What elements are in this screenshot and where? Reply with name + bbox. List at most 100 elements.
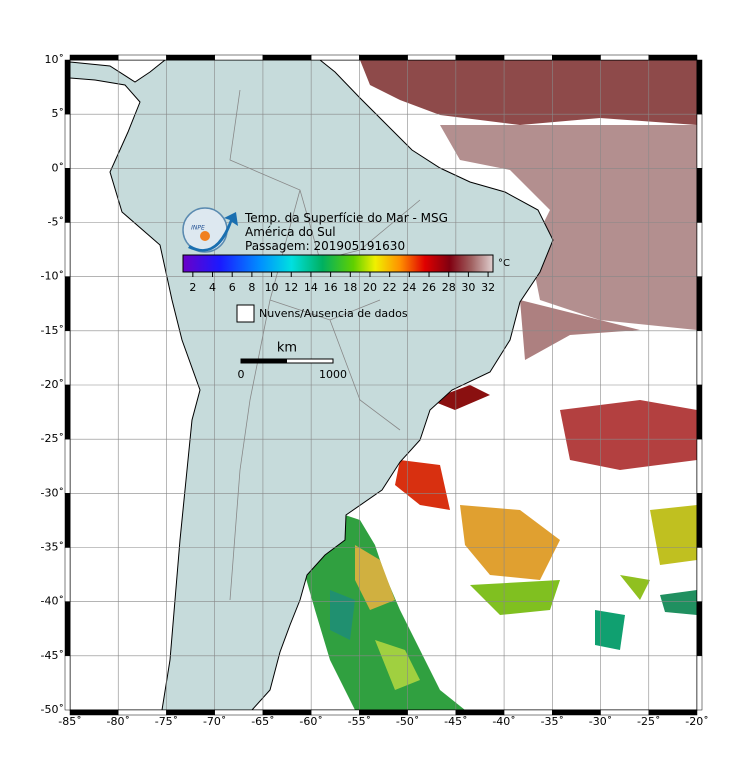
colorbar-tick-label: 32 xyxy=(481,281,495,294)
colorbar-tick-label: 22 xyxy=(383,281,397,294)
colorbar-tick-label: 14 xyxy=(304,281,318,294)
scale-label: 1000 xyxy=(319,368,347,381)
border-segment xyxy=(262,54,312,61)
border-segment xyxy=(64,113,71,169)
logo: INPE xyxy=(182,207,238,253)
border-segment xyxy=(64,493,71,548)
x-tick-label: -80˚ xyxy=(106,715,129,728)
border-segment xyxy=(64,330,71,386)
x-tick-label: -60˚ xyxy=(299,715,322,728)
graticule xyxy=(70,60,697,710)
border-segment xyxy=(64,384,71,440)
x-tick-label: -25˚ xyxy=(637,715,660,728)
scale-label: 0 xyxy=(238,368,245,381)
colorbar-tick-label: 26 xyxy=(422,281,436,294)
sst-patch xyxy=(355,545,395,610)
border-segment xyxy=(455,54,505,61)
y-tick-label: -25˚ xyxy=(41,432,64,445)
colorbar-tick-label: 30 xyxy=(461,281,475,294)
scale-unit: km xyxy=(277,341,297,356)
y-tick-label: 5˚ xyxy=(52,107,65,120)
border-segment xyxy=(696,330,703,386)
colorbar-tick-label: 20 xyxy=(363,281,377,294)
sst-patch xyxy=(620,575,650,600)
border-segment xyxy=(696,655,703,711)
logo-arrow xyxy=(188,212,238,252)
x-tick-label: -40˚ xyxy=(492,715,515,728)
logo-sun xyxy=(200,231,210,241)
border-segment xyxy=(696,547,703,602)
x-tick-label: -30˚ xyxy=(589,715,612,728)
x-tick-label: -85˚ xyxy=(58,715,81,728)
y-tick-label: -45˚ xyxy=(41,649,64,662)
y-tick-label: -40˚ xyxy=(41,595,64,608)
y-tick-label: 10˚ xyxy=(45,53,65,66)
border-segment xyxy=(552,54,601,61)
sst-patch xyxy=(470,580,560,615)
sst-patch xyxy=(560,400,697,470)
y-tick-label: -15˚ xyxy=(41,324,64,337)
x-tick-label: -55˚ xyxy=(348,715,371,728)
legend-label: Nuvens/Ausencia de dados xyxy=(259,307,408,320)
sst-patch xyxy=(520,300,640,360)
sst-patch xyxy=(595,610,625,650)
legend-swatch xyxy=(236,304,255,323)
border-segment xyxy=(696,384,703,440)
border-segment xyxy=(64,59,71,115)
border-segment xyxy=(696,276,703,332)
colorbar-tick-label: 4 xyxy=(209,281,216,294)
colorbar-tick-label: 18 xyxy=(343,281,357,294)
logo-globe xyxy=(182,207,228,253)
x-tick-label: -50˚ xyxy=(396,715,419,728)
border-segment xyxy=(64,438,71,494)
sst-patch xyxy=(660,590,697,615)
colorbar-tick-label: 24 xyxy=(402,281,416,294)
x-tick-label: -75˚ xyxy=(155,715,178,728)
colorbar-tick-label: 10 xyxy=(265,281,279,294)
sst-patch xyxy=(460,505,560,580)
border-segment xyxy=(69,54,119,61)
border-segment xyxy=(64,601,71,657)
border-segment xyxy=(64,276,71,332)
scale-bar-segment xyxy=(241,359,287,363)
colorbar-tick-label: 6 xyxy=(229,281,236,294)
sst-patch xyxy=(305,515,465,710)
border-segment xyxy=(407,54,457,61)
border-segment xyxy=(64,655,71,711)
border-segment xyxy=(696,59,703,115)
sst-patch xyxy=(395,460,450,510)
axes: -85˚ -80˚ -75˚ -70˚ -65˚ -60˚ -55˚ -50˚ -45˚ -40˚… xyxy=(41,53,709,728)
border-segment xyxy=(503,54,553,61)
title-line: Passagem: 201905191630 xyxy=(245,239,405,253)
colorbar-ramp xyxy=(182,254,494,273)
border-segment xyxy=(359,54,408,61)
border-segment xyxy=(117,54,167,61)
x-tick-label: -65˚ xyxy=(251,715,274,728)
sst-patch xyxy=(330,590,355,640)
border-segment xyxy=(64,168,71,223)
title-line: América do Sul xyxy=(245,225,336,239)
colorbar-unit: °C xyxy=(498,258,510,269)
sst-patch xyxy=(430,385,490,410)
colorbar-tick-label: 2 xyxy=(189,281,196,294)
logo-text: INPE xyxy=(191,225,205,232)
y-tick-label: -35˚ xyxy=(41,541,64,554)
colorbar-tick-label: 8 xyxy=(248,281,255,294)
x-tick-label: -35˚ xyxy=(541,715,564,728)
colorbar-tick-label: 16 xyxy=(324,281,338,294)
x-tick-label: -20˚ xyxy=(685,715,708,728)
borders xyxy=(229,89,421,601)
border-segment xyxy=(648,709,698,716)
border-segment xyxy=(696,601,703,657)
y-tick-label: -30˚ xyxy=(41,486,64,499)
border-segment xyxy=(64,222,71,277)
sst-patch xyxy=(360,60,697,125)
y-tick-label: -20˚ xyxy=(41,378,64,391)
sst-patch xyxy=(650,505,697,565)
colorbar-tick-label: 12 xyxy=(284,281,298,294)
scale-bar: km 0 1000 xyxy=(238,341,348,382)
colorbar-tick-label: 28 xyxy=(442,281,456,294)
border-segment xyxy=(696,113,703,169)
border-segment xyxy=(310,54,360,61)
y-tick-label: -50˚ xyxy=(41,703,64,716)
